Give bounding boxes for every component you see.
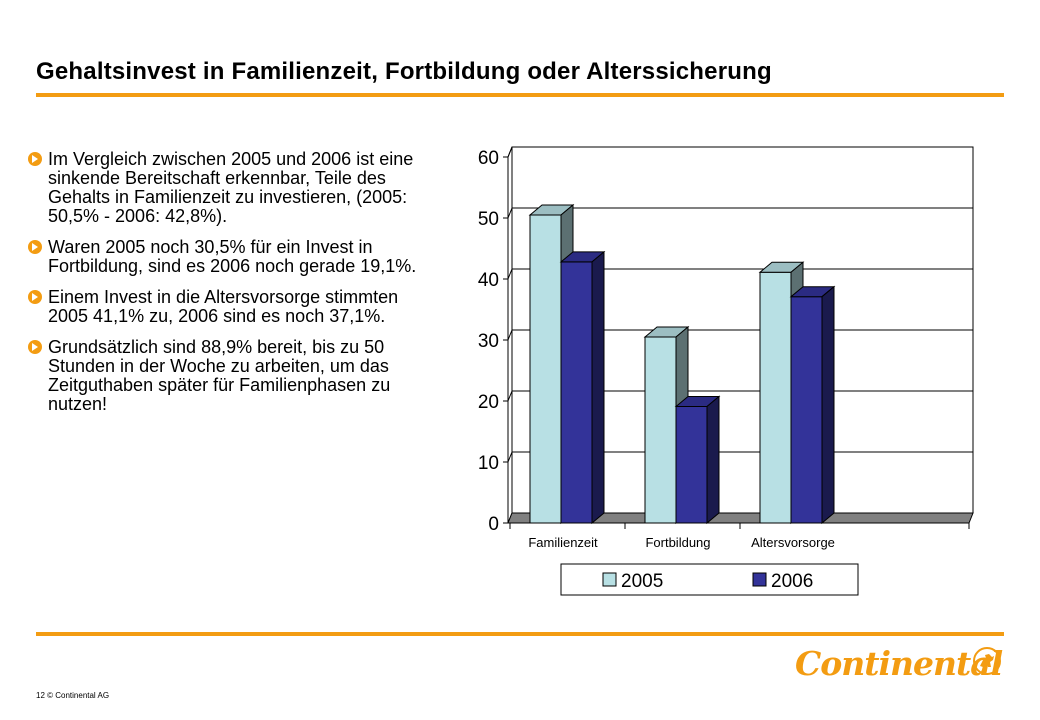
y-tick-label: 60: [478, 148, 499, 169]
logo-wordmark: Continental: [795, 644, 1003, 683]
continental-logo: Continental: [795, 642, 1010, 683]
y-tick-label: 0: [488, 514, 499, 535]
legend-label-2006: 2006: [771, 571, 813, 592]
footer-copyright: 12 © Continental AG: [36, 691, 110, 700]
legend-swatch-2006: [752, 572, 767, 587]
horse-emblem-icon: [973, 647, 1001, 675]
bullet-item: Einem Invest in die Altersvorsorge stimm…: [28, 288, 438, 326]
bar-2006-fortbildung: [675, 405, 708, 524]
gridline-side: [507, 146, 513, 158]
bullet-item: Grundsätzlich sind 88,9% bereit, bis zu …: [28, 338, 438, 414]
bar-side-2006-fortbildung: [706, 395, 720, 525]
bullet-arrow-icon: [28, 240, 42, 254]
gridline-side: [507, 207, 513, 219]
y-tick-label: 10: [478, 453, 499, 474]
bullet-text: Einem Invest in die Altersvorsorge stimm…: [48, 287, 399, 326]
bar-2006-familienzeit: [560, 261, 593, 524]
bar-2005-fortbildung: [644, 336, 677, 524]
gridline-side: [507, 268, 513, 280]
legend-label-2005: 2005: [621, 571, 663, 592]
bullet-arrow-icon: [28, 152, 42, 166]
bar-side-2006-familienzeit: [591, 250, 605, 525]
gridline-side: [507, 451, 513, 463]
slide-title: Gehaltsinvest in Familienzeit, Fortbildu…: [36, 58, 772, 85]
bullet-item: Im Vergleich zwischen 2005 und 2006 ist …: [28, 150, 438, 226]
x-tick-label: Fortbildung: [645, 535, 710, 550]
footer-divider: [36, 632, 1004, 636]
y-tick-label: 20: [478, 392, 499, 413]
y-tick-label: 50: [478, 209, 499, 230]
bullet-arrow-icon: [28, 340, 42, 354]
bar-chart: 0 10 20 30 40 50 60 Familienzeit Fortbildung Alte…: [478, 146, 974, 596]
bullet-text: Grundsätzlich sind 88,9% bereit, bis zu …: [48, 337, 391, 414]
x-tick-label: Altersvorsorge: [751, 535, 835, 550]
x-tick-label: Familienzeit: [528, 535, 598, 550]
bullet-arrow-icon: [28, 290, 42, 304]
y-tick-label: 40: [478, 270, 499, 291]
bar-2006-altersvorsorge: [790, 296, 823, 524]
bullet-item: Waren 2005 noch 30,5% für ein Invest in …: [28, 238, 438, 276]
title-divider: [36, 93, 1004, 97]
y-tick-label: 30: [478, 331, 499, 352]
gridline-side: [507, 329, 513, 341]
bar-2005-familienzeit: [529, 214, 562, 524]
bullet-list: Im Vergleich zwischen 2005 und 2006 ist …: [28, 150, 438, 426]
bullet-text: Im Vergleich zwischen 2005 und 2006 ist …: [48, 149, 414, 226]
bar-2005-altersvorsorge: [759, 271, 792, 524]
gridline-side: [507, 390, 513, 402]
bullet-text: Waren 2005 noch 30,5% für ein Invest in …: [48, 237, 417, 276]
bar-side-2006-altersvorsorge: [821, 285, 835, 525]
legend-swatch-2005: [602, 572, 617, 587]
